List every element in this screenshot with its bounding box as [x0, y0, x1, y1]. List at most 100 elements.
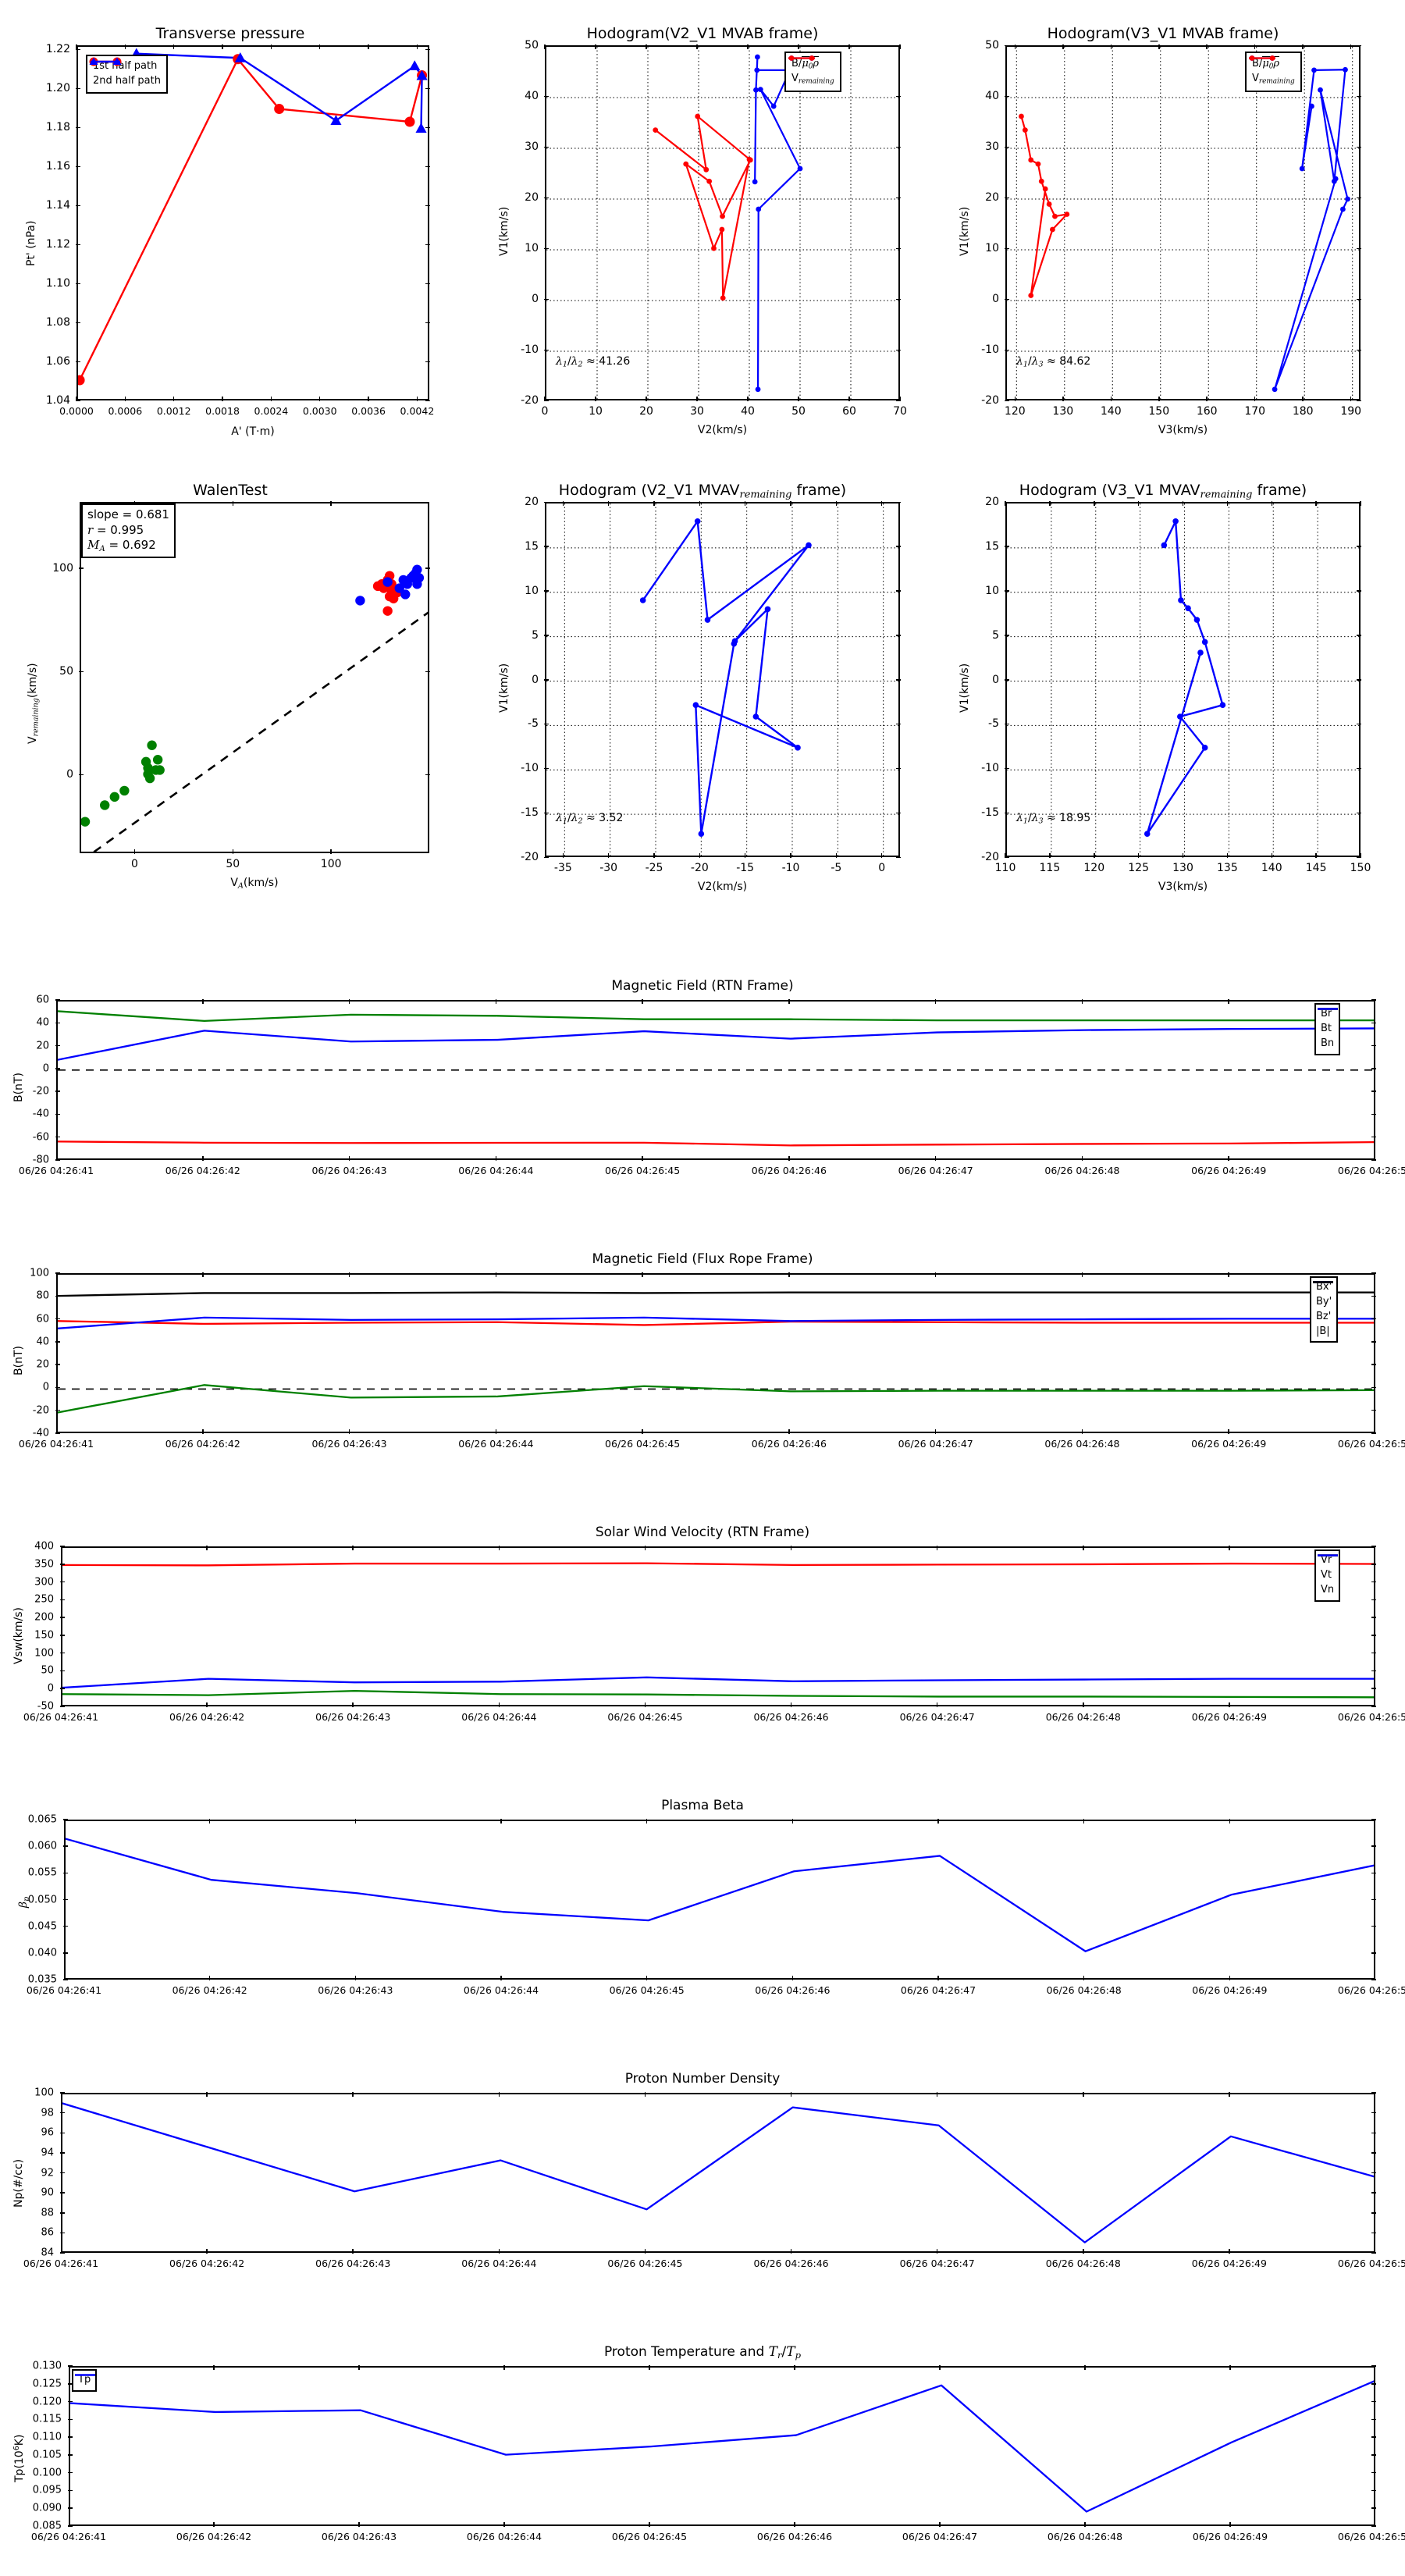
plot-svg-transverse-pressure	[78, 48, 428, 386]
y-tick-mark	[76, 48, 80, 50]
x-tick-mark-top	[696, 44, 698, 49]
x-tick-mark-top	[788, 999, 790, 1004]
x-tick-mark-top	[232, 501, 234, 506]
y-tick-mark	[55, 1409, 60, 1411]
y-axis-label: Pt' (nPa)	[25, 220, 37, 266]
x-tick-mark	[208, 1976, 211, 1980]
x-tick-mark-top	[1360, 501, 1361, 506]
x-tick-mark-top	[1083, 1819, 1085, 1823]
x-tick-label: 06/26 04:26:41	[30, 2531, 107, 2542]
legend-label-vremaining: Vremaining	[1252, 73, 1295, 86]
plot-svg-solar-wind-velocity-rtn	[62, 1562, 1374, 1699]
x-tick-mark	[202, 1429, 204, 1434]
x-tick-label: 06/26 04:26:42	[169, 2258, 245, 2269]
y-tick-label: 1.04	[45, 394, 70, 407]
y-tick-mark	[544, 298, 549, 300]
x-tick-mark-top	[498, 2092, 500, 2097]
x-tick-label: 20	[639, 405, 653, 418]
x-tick-mark-top	[644, 2092, 646, 2097]
chart-title-hodogram-v2v1-mvab: Hodogram(V2_V1 MVAB frame)	[586, 25, 819, 42]
x-tick-label: 06/26 04:26:50	[1337, 2531, 1405, 2542]
x-tick-mark-top	[1110, 44, 1112, 49]
x-tick-mark	[498, 1703, 500, 1707]
y-tick-mark	[60, 1581, 65, 1583]
x-tick-mark-top	[790, 1546, 792, 1550]
y-tick-label: 0	[42, 1062, 49, 1075]
x-tick-mark	[644, 1703, 646, 1707]
plot-area-transverse-pressure	[76, 45, 429, 400]
x-tick-mark-top	[1350, 44, 1352, 49]
x-tick-mark-top	[646, 44, 647, 49]
x-tick-mark-top	[208, 1819, 211, 1823]
x-tick-mark-top	[1229, 1546, 1230, 1550]
y-tick-mark	[544, 723, 549, 725]
y-tick-mark-right	[425, 774, 430, 776]
y-tick-label: -5	[528, 717, 539, 731]
y-tick-mark-right	[896, 723, 901, 725]
panel-proton-number-density: Proton Number Density 84 86 88 90 92 94 96 98 100…	[0, 2065, 1405, 2299]
x-axis-label: V3(km/s)	[1158, 881, 1208, 893]
x-tick-label: 06/26 04:26:41	[23, 2258, 99, 2269]
x-tick-mark	[352, 2249, 354, 2254]
y-tick-label: 60	[36, 1313, 49, 1325]
x-tick-label: 06/26 04:26:44	[461, 2258, 537, 2269]
chart-title-plasma-beta: Plasma Beta	[661, 1798, 744, 1813]
y-tick-mark-right	[896, 400, 901, 401]
x-tick-mark-top	[270, 44, 272, 49]
y-tick-mark	[544, 767, 549, 770]
chart-title-transverse-pressure: Transverse pressure	[155, 25, 305, 42]
y-tick-mark	[68, 2489, 73, 2492]
x-tick-mark	[788, 1156, 790, 1161]
x-tick-mark-top	[1254, 44, 1256, 49]
y-tick-label: 0.130	[32, 2360, 62, 2372]
x-tick-label: 06/26 04:26:45	[607, 1711, 683, 1723]
x-tick-label: 180	[1292, 405, 1314, 418]
y-tick-label: 10	[985, 242, 999, 254]
y-tick-mark	[544, 590, 549, 592]
x-tick-mark-top	[880, 501, 883, 506]
x-tick-mark	[646, 397, 647, 401]
x-tick-label: 06/26 04:26:47	[899, 2258, 975, 2269]
y-tick-mark	[55, 1318, 60, 1320]
x-tick-mark	[1228, 1156, 1229, 1161]
x-tick-label: 60	[842, 405, 856, 418]
x-tick-mark	[173, 397, 175, 401]
y-tick-mark	[60, 2232, 65, 2234]
panel-plasma-beta: Plasma Beta 0.035 0.040 0.045 0.050 0.055 0.06…	[0, 1791, 1405, 2026]
x-tick-mark-top	[348, 999, 350, 1004]
plot-area-solar-wind-velocity-rtn	[61, 1546, 1375, 1706]
x-tick-mark-top	[790, 2092, 792, 2097]
x-tick-mark-top	[794, 2365, 795, 2370]
y-tick-mark	[544, 501, 549, 503]
y-tick-mark-right	[1357, 856, 1361, 858]
y-tick-mark-right	[1371, 1409, 1376, 1411]
x-tick-label: 06/26 04:26:43	[315, 2258, 391, 2269]
x-tick-mark	[1229, 1703, 1230, 1707]
x-tick-label: 140	[1261, 862, 1282, 874]
x-tick-label: 0	[878, 862, 886, 874]
x-tick-label: 06/26 04:26:42	[165, 1165, 240, 1176]
chart-title-proton-temperature: Proton Temperature and Tr/Tp	[603, 2344, 802, 2361]
y-tick-mark	[76, 126, 80, 128]
y-tick-label: -10	[981, 762, 999, 775]
x-tick-mark-top	[937, 1819, 939, 1823]
y-tick-mark	[544, 635, 549, 636]
panel-proton-temperature: Proton Temperature and Tr/Tp 0.085 0.090 0.…	[0, 2338, 1405, 2576]
y-tick-label: 84	[41, 2247, 54, 2259]
chart-title-hodogram-v2v1-mvavrem: Hodogram (V2_V1 MVAVremaining frame)	[558, 482, 847, 501]
x-tick-label: 115	[1039, 862, 1061, 874]
y-tick-mark-right	[1357, 197, 1361, 198]
x-tick-label: 06/26 04:26:47	[902, 2531, 978, 2542]
x-tick-label: 06/26 04:26:44	[458, 1438, 534, 1450]
x-tick-label: 06/26 04:26:48	[1044, 1165, 1120, 1176]
x-tick-mark-top	[1083, 1546, 1084, 1550]
y-tick-mark	[544, 95, 549, 97]
chart-title-solar-wind-velocity-rtn: Solar Wind Velocity (RTN Frame)	[595, 1525, 810, 1540]
walen-stats-box: slope = 0.681 r = 0.995 MA = 0.692	[81, 503, 176, 559]
y-tick-mark-right	[1371, 1819, 1376, 1820]
x-tick-mark-top	[646, 1819, 648, 1823]
y-tick-mark-right	[896, 197, 901, 198]
x-tick-label: 06/26 04:26:49	[1191, 1711, 1267, 1723]
y-tick-mark-right	[1371, 1635, 1376, 1636]
x-tick-mark	[934, 1156, 937, 1161]
